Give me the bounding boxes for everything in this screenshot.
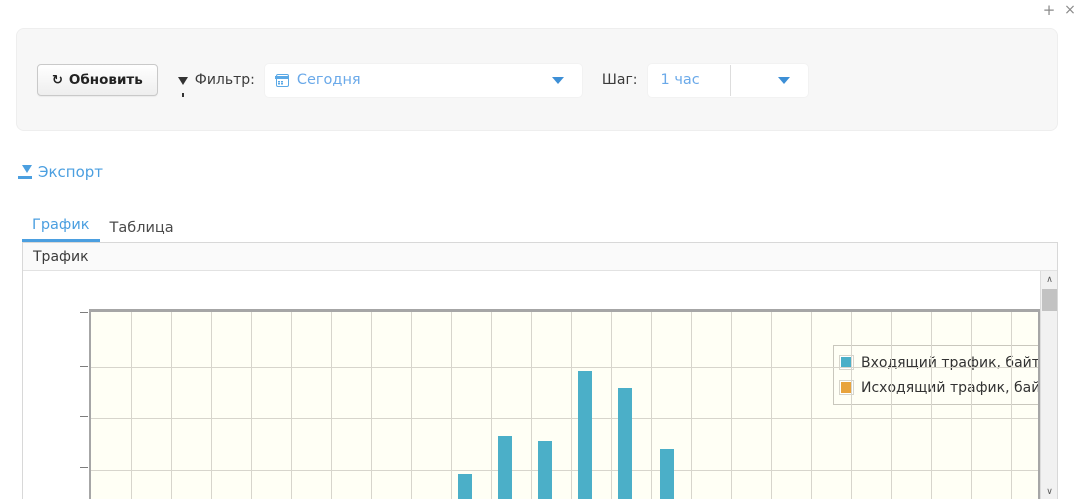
filter-label-group: Фильтр: (177, 72, 255, 97)
chart-card: Трафик 25.0 G 20.0 G 15.0 G 10.0 G (22, 242, 1058, 499)
refresh-button-label: Обновить (68, 72, 143, 88)
step-label: Шаг: (601, 72, 638, 88)
chart-bar[interactable] (618, 388, 632, 499)
chart-bar[interactable] (458, 473, 472, 499)
chevron-down-icon (777, 76, 790, 84)
legend-item-incoming: Входящий трафик, байт (839, 350, 1040, 375)
step-divider (729, 64, 731, 96)
tab-graph[interactable]: График (22, 213, 100, 242)
close-icon[interactable]: × (1064, 2, 1076, 18)
export-label: Экспорт (38, 163, 104, 181)
chart-body: 25.0 G 20.0 G 15.0 G 10.0 G Входящий тра… (23, 271, 1057, 499)
gridline-vertical (811, 312, 812, 499)
filter-icon (177, 77, 188, 97)
refresh-button[interactable]: ↻ Обновить (37, 64, 158, 96)
chart-vertical-scrollbar[interactable]: ∧ ∨ (1040, 271, 1057, 499)
y-tick-mark (80, 366, 88, 367)
plot-area[interactable]: Входящий трафик, байт Исходящий трафик, … (89, 309, 1040, 499)
tab-table[interactable]: Таблица (109, 220, 174, 236)
step-select[interactable]: 1 час (647, 63, 808, 97)
gridline-horizontal (91, 366, 1038, 368)
chart-bar[interactable] (660, 448, 674, 499)
scroll-down-icon[interactable]: ∨ (1046, 486, 1053, 497)
gridline-vertical (651, 312, 652, 499)
gridline-vertical (411, 312, 412, 499)
filter-label: Фильтр: (194, 72, 255, 88)
gridline-vertical (611, 312, 612, 499)
gridline-vertical (251, 312, 252, 499)
y-tick-mark (80, 312, 88, 313)
gridline-vertical (691, 312, 692, 499)
legend-swatch-incoming (839, 355, 854, 370)
gridline-vertical (211, 312, 212, 499)
gridline-vertical (1011, 312, 1012, 499)
y-tick-mark (80, 416, 88, 417)
date-filter-select[interactable]: Сегодня (264, 63, 582, 97)
window-control-bar: + × (0, 0, 1084, 20)
date-filter-value: Сегодня (296, 72, 361, 88)
gridline-vertical (731, 312, 732, 499)
chart-legend: Входящий трафик, байт Исходящий трафик, … (833, 345, 1040, 405)
gridline-vertical (451, 312, 452, 499)
date-filter-chevron[interactable] (535, 65, 581, 96)
chart-bar[interactable] (498, 435, 512, 499)
filter-row: ↻ Обновить Фильтр: Сегодня Шаг: 1 час (37, 60, 808, 100)
calendar-icon (275, 73, 290, 87)
gridline-vertical (331, 312, 332, 499)
gridline-horizontal (91, 469, 1038, 471)
legend-item-outgoing: Исходящий трафик, байт (839, 375, 1040, 400)
step-value: 1 час (660, 72, 700, 88)
gridline-vertical (171, 312, 172, 499)
legend-label-incoming: Входящий трафик, байт (861, 354, 1040, 371)
step-chevron[interactable] (761, 65, 807, 96)
gridline-vertical (291, 312, 292, 499)
legend-label-outgoing: Исходящий трафик, байт (861, 379, 1040, 396)
gridline-vertical (531, 312, 532, 499)
tab-bar: График Таблица (22, 212, 184, 242)
add-tab-icon[interactable]: + (1042, 1, 1056, 19)
export-button[interactable]: Экспорт (18, 163, 103, 181)
chart-bar[interactable] (538, 440, 552, 499)
gridline-vertical (771, 312, 772, 499)
refresh-icon: ↻ (52, 72, 63, 88)
chart-card-header: Трафик (23, 243, 1057, 271)
gridline-vertical (851, 312, 852, 499)
scrollbar-thumb[interactable] (1042, 289, 1057, 311)
plot-wrapper: 25.0 G 20.0 G 15.0 G 10.0 G Входящий тра… (23, 271, 1040, 499)
y-tick-mark (80, 467, 88, 468)
filter-panel: ↻ Обновить Фильтр: Сегодня Шаг: 1 час (16, 28, 1058, 131)
chevron-down-icon (551, 76, 564, 84)
legend-swatch-outgoing (839, 380, 854, 395)
gridline-horizontal (91, 418, 1038, 419)
gridline-vertical (891, 312, 892, 499)
gridline-vertical (491, 312, 492, 499)
download-icon (18, 165, 32, 179)
gridline-vertical (371, 312, 372, 499)
gridline-vertical (131, 312, 132, 499)
gridline-vertical (971, 312, 972, 499)
gridline-vertical (571, 312, 572, 499)
chart-bar[interactable] (578, 370, 592, 499)
gridline-vertical (931, 312, 932, 499)
scroll-up-icon[interactable]: ∧ (1046, 274, 1053, 285)
